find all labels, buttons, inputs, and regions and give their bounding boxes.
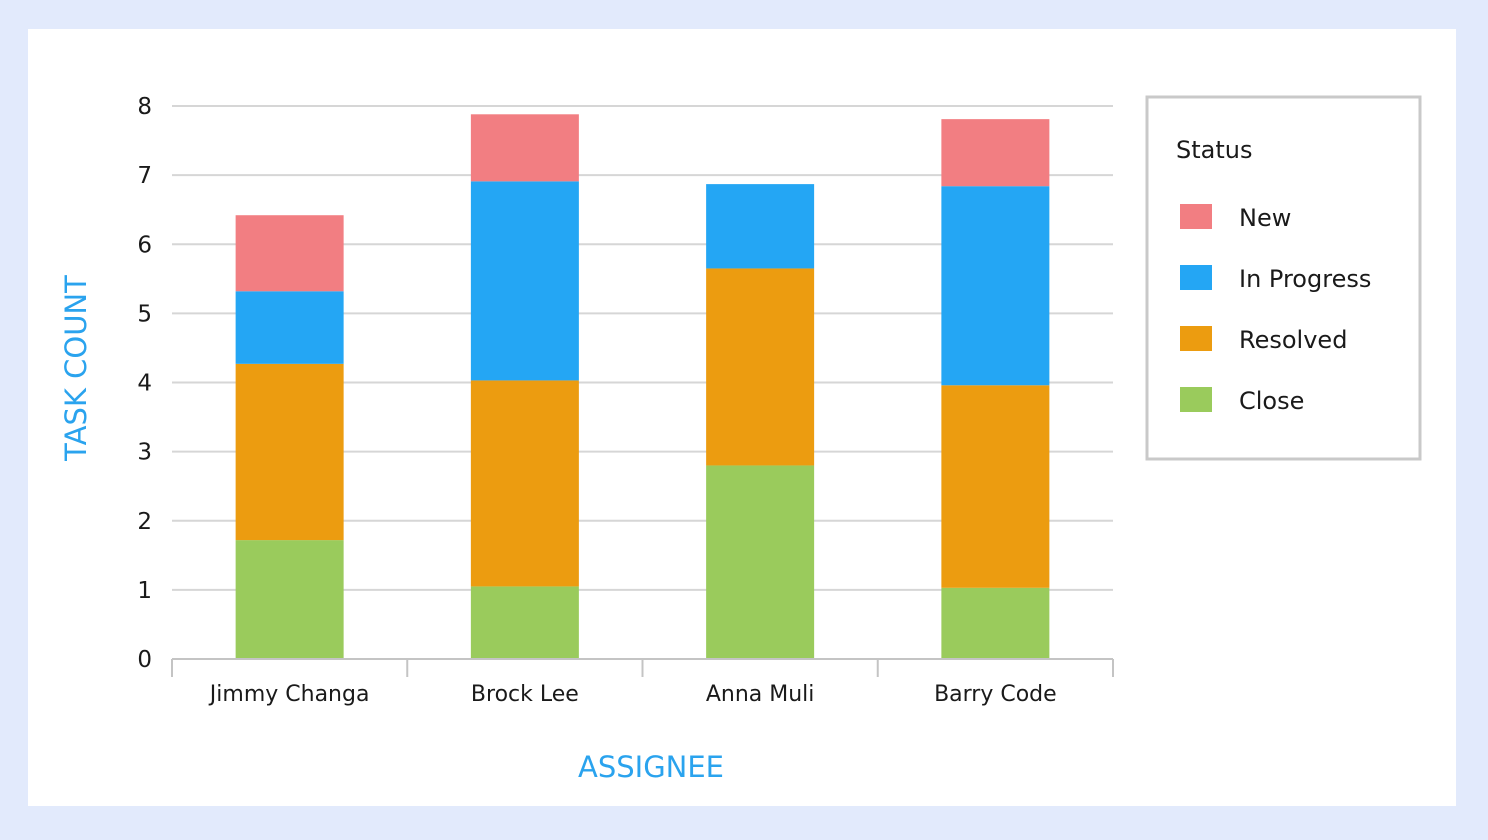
bar-segment-resolved — [470, 380, 579, 587]
legend-swatch-in-progress — [1180, 265, 1212, 290]
bar-segment-close — [470, 586, 579, 659]
y-tick-labels: 0 1 2 3 4 5 6 7 8 — [137, 94, 152, 673]
legend-swatch-new — [1180, 204, 1212, 229]
y-tick-label: 4 — [137, 371, 152, 397]
legend-swatch-resolved — [1180, 326, 1212, 351]
axes — [171, 658, 1114, 677]
legend-label-close: Close — [1239, 387, 1304, 415]
legend: Status New In Progress Resolved Close — [1145, 95, 1422, 461]
bars — [235, 114, 1050, 659]
y-tick-label: 1 — [137, 578, 152, 604]
bar-segment-in-progress — [941, 186, 1050, 386]
y-tick-label: 5 — [137, 301, 152, 327]
y-tick-label: 2 — [137, 509, 152, 535]
legend-label-resolved: Resolved — [1239, 326, 1347, 354]
y-axis-title: TASK COUNT — [59, 275, 93, 462]
x-tick-labels: Jimmy Changa Brock Lee Anna Muli Barry Code — [208, 682, 1057, 707]
y-tick-label: 7 — [137, 163, 152, 189]
x-tick-label: Jimmy Changa — [208, 682, 370, 707]
x-tick-label: Anna Muli — [706, 682, 815, 707]
bar-segment-in-progress — [235, 291, 344, 364]
y-tick-label: 0 — [137, 647, 152, 673]
bar-segment-new — [235, 215, 344, 292]
bar-segment-in-progress — [470, 181, 579, 381]
bar-segment-resolved — [706, 268, 815, 466]
legend-label-in-progress: In Progress — [1239, 265, 1371, 293]
legend-swatch-close — [1180, 387, 1212, 412]
bar-segment-new — [470, 114, 579, 182]
legend-items: New In Progress Resolved Close — [1180, 204, 1371, 415]
x-tick-label: Barry Code — [934, 682, 1057, 707]
y-tick-label: 8 — [137, 94, 152, 120]
bar-segment-close — [235, 540, 344, 659]
bar-segment-resolved — [235, 363, 344, 541]
bar-segment-resolved — [941, 385, 1050, 588]
x-axis-title: ASSIGNEE — [578, 750, 724, 784]
legend-label-new: New — [1239, 204, 1291, 232]
y-tick-label: 3 — [137, 440, 152, 466]
y-tick-label: 6 — [137, 232, 152, 258]
bar-segment-close — [706, 465, 815, 659]
bar-segment-in-progress — [706, 184, 815, 269]
legend-title: Status — [1176, 136, 1252, 164]
x-tick-label: Brock Lee — [471, 682, 579, 707]
bar-segment-new — [941, 119, 1050, 187]
bar-segment-close — [941, 587, 1050, 659]
